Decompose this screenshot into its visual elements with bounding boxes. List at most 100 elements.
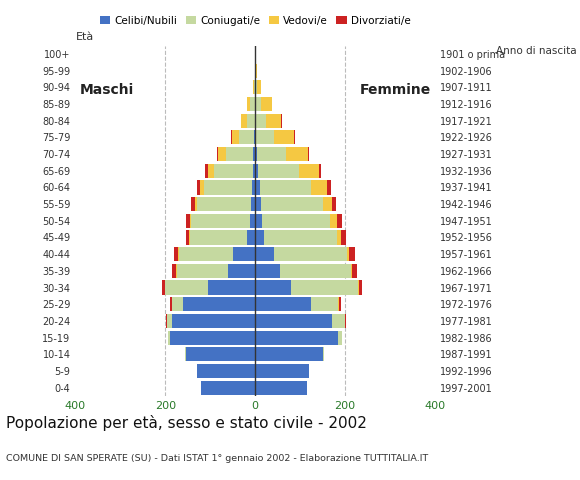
Bar <box>197 180 200 194</box>
Bar <box>255 264 280 278</box>
Bar <box>339 297 341 312</box>
Bar <box>255 80 258 95</box>
Bar <box>197 364 255 378</box>
Bar <box>258 164 299 178</box>
Bar <box>347 247 349 261</box>
Bar <box>205 164 208 178</box>
Bar <box>286 147 308 161</box>
Bar <box>172 264 176 278</box>
Bar <box>311 180 327 194</box>
Text: COMUNE DI SAN SPERATE (SU) - Dati ISTAT 1° gennaio 2002 - Elaborazione TUTTITALI: COMUNE DI SAN SPERATE (SU) - Dati ISTAT … <box>6 454 428 463</box>
Bar <box>291 280 358 295</box>
Bar <box>200 180 204 194</box>
Bar <box>345 314 346 328</box>
Bar <box>322 347 324 361</box>
Bar <box>250 214 255 228</box>
Bar <box>352 264 357 278</box>
Bar <box>176 264 229 278</box>
Bar <box>162 280 165 295</box>
Bar <box>332 197 336 211</box>
Bar <box>208 280 255 295</box>
Bar <box>238 130 254 144</box>
Bar <box>218 147 226 161</box>
Bar <box>255 197 260 211</box>
Bar <box>255 164 258 178</box>
Bar <box>191 214 250 228</box>
Bar <box>241 114 246 128</box>
Bar <box>261 97 272 111</box>
Bar <box>214 164 252 178</box>
Bar <box>256 97 261 111</box>
Bar <box>255 214 262 228</box>
Bar <box>319 164 321 178</box>
Bar <box>256 130 274 144</box>
Bar <box>197 197 251 211</box>
Bar <box>349 247 354 261</box>
Bar <box>201 381 255 395</box>
Bar <box>255 314 332 328</box>
Bar <box>253 80 254 95</box>
Bar <box>190 214 191 228</box>
Bar <box>254 80 255 95</box>
Bar <box>186 230 188 245</box>
Bar <box>174 247 178 261</box>
Bar <box>252 180 255 194</box>
Bar <box>340 230 346 245</box>
Bar <box>250 97 255 111</box>
Bar <box>186 347 255 361</box>
Bar <box>172 297 183 312</box>
Bar <box>255 247 274 261</box>
Text: Popolazione per età, sesso e stato civile - 2002: Popolazione per età, sesso e stato civil… <box>6 415 367 431</box>
Bar <box>262 214 330 228</box>
Bar <box>179 247 233 261</box>
Bar <box>183 297 255 312</box>
Bar <box>260 180 311 194</box>
Bar <box>255 147 257 161</box>
Bar <box>255 230 264 245</box>
Bar <box>251 197 255 211</box>
Bar <box>338 331 342 345</box>
Bar <box>260 197 322 211</box>
Bar <box>255 297 311 312</box>
Text: Femmine: Femmine <box>359 83 430 97</box>
Legend: Celibi/Nubili, Coniugati/e, Vedovi/e, Divorziati/e: Celibi/Nubili, Coniugati/e, Vedovi/e, Di… <box>100 16 411 26</box>
Bar <box>358 280 362 295</box>
Text: Età: Età <box>75 32 93 42</box>
Bar <box>311 297 338 312</box>
Bar <box>191 197 194 211</box>
Bar <box>337 214 342 228</box>
Bar <box>253 147 255 161</box>
Bar <box>246 114 255 128</box>
Bar <box>165 280 208 295</box>
Bar <box>322 197 332 211</box>
Bar <box>308 147 309 161</box>
Bar <box>264 230 337 245</box>
Bar <box>188 230 190 245</box>
Bar <box>255 331 338 345</box>
Bar <box>255 347 322 361</box>
Bar <box>258 80 261 95</box>
Bar <box>226 147 253 161</box>
Bar <box>208 164 214 178</box>
Bar <box>255 364 309 378</box>
Bar <box>255 280 291 295</box>
Bar <box>204 180 252 194</box>
Bar <box>190 230 247 245</box>
Bar <box>254 130 255 144</box>
Bar <box>170 297 172 312</box>
Bar <box>246 97 250 111</box>
Bar <box>233 247 255 261</box>
Bar <box>256 114 266 128</box>
Bar <box>166 314 172 328</box>
Bar <box>274 130 294 144</box>
Bar <box>247 230 255 245</box>
Bar <box>168 331 170 345</box>
Bar <box>255 130 256 144</box>
Bar <box>255 381 307 395</box>
Bar <box>330 214 337 228</box>
Bar <box>232 130 238 144</box>
Bar <box>170 331 255 345</box>
Bar <box>194 197 197 211</box>
Bar <box>252 164 255 178</box>
Text: Maschi: Maschi <box>80 83 134 97</box>
